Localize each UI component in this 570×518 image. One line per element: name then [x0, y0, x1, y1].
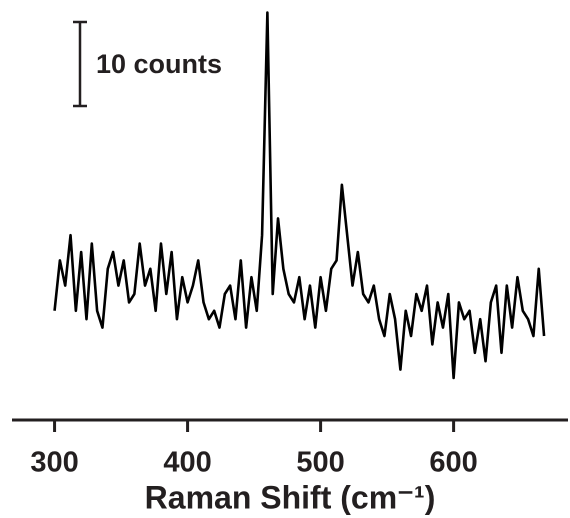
- x-tick-label: 400: [163, 447, 211, 479]
- x-tick-label: 500: [296, 447, 344, 479]
- x-axis-title: Raman Shift (cm⁻¹): [145, 479, 436, 515]
- spectrum-line: [53, 11, 546, 380]
- x-tick-label: 600: [429, 447, 477, 479]
- scale-bar-label: 10 counts: [96, 49, 222, 79]
- scale-bar: [73, 20, 87, 108]
- x-tick-label: 300: [30, 447, 78, 479]
